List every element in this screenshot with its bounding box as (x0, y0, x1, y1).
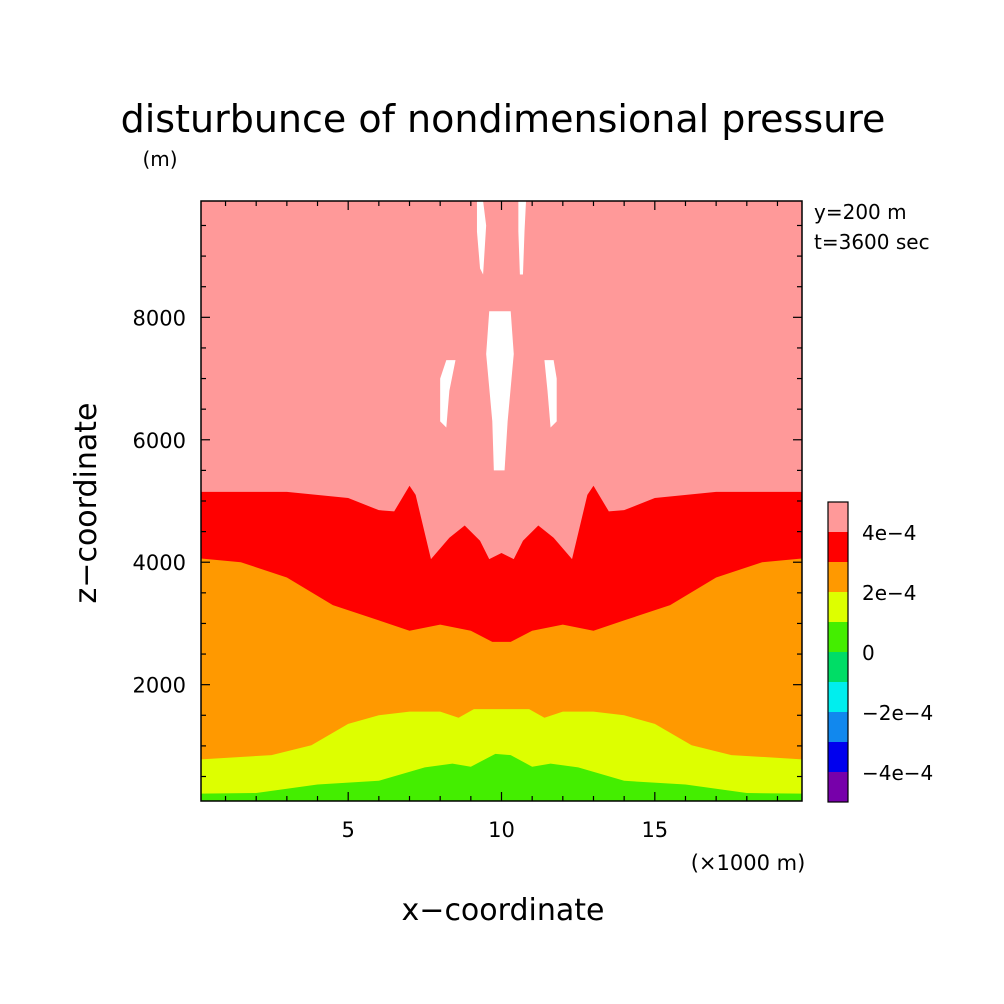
y-tick-label: 2000 (133, 674, 186, 698)
x-tick-label: 15 (641, 818, 668, 842)
white-region-1 (518, 201, 527, 275)
colorbar-swatch (828, 772, 848, 802)
colorbar-swatch (828, 592, 848, 622)
x-axis-label: x−coordinate (402, 893, 605, 928)
colorbar-label: −2e−4 (862, 701, 933, 725)
y-tick-label: 8000 (133, 306, 186, 330)
colorbar-label: 4e−4 (862, 521, 917, 545)
colorbar-swatch (828, 742, 848, 772)
colorbar (827, 501, 849, 803)
axis-ticks (201, 201, 802, 801)
colorbar-swatch (828, 652, 848, 682)
colorbar-swatch (828, 682, 848, 712)
x-tick-label: 5 (341, 818, 354, 842)
x-unit-label: (×1000 m) (691, 851, 806, 875)
colorbar-swatch (828, 502, 848, 532)
colorbar-labels: 4e−4 2e−4 0 −2e−4 −4e−4 (862, 521, 933, 785)
colorbar-swatch (828, 562, 848, 592)
y-axis-label: z−coordinate (69, 403, 104, 604)
band-below-0 (201, 753, 802, 801)
x-tick-labels: 5 10 15 (341, 818, 668, 842)
colorbar-swatch (828, 532, 848, 562)
white-region-0 (476, 201, 487, 275)
colorbar-swatch (828, 622, 848, 652)
white-region-2 (486, 311, 514, 471)
colorbar-label: 0 (862, 641, 875, 665)
colorbar-frame (827, 501, 849, 803)
y-unit-label: (m) (142, 147, 177, 171)
y-tick-label: 4000 (133, 551, 186, 575)
colorbar-label: 2e−4 (862, 581, 917, 605)
colorbar-swatch (828, 712, 848, 742)
x-tick-label: 10 (488, 818, 515, 842)
white-region-3 (440, 360, 456, 428)
y-tick-label: 6000 (133, 429, 186, 453)
contour-field (201, 201, 802, 801)
y-tick-labels: 2000 4000 6000 8000 (133, 306, 186, 697)
colorbar-label: −4e−4 (862, 761, 933, 785)
annotation-y: y=200 m (814, 200, 907, 224)
chart-title: disturbunce of nondimensional pressure (121, 97, 886, 141)
white-region-4 (544, 360, 557, 428)
annotation-t: t=3600 sec (814, 230, 930, 254)
